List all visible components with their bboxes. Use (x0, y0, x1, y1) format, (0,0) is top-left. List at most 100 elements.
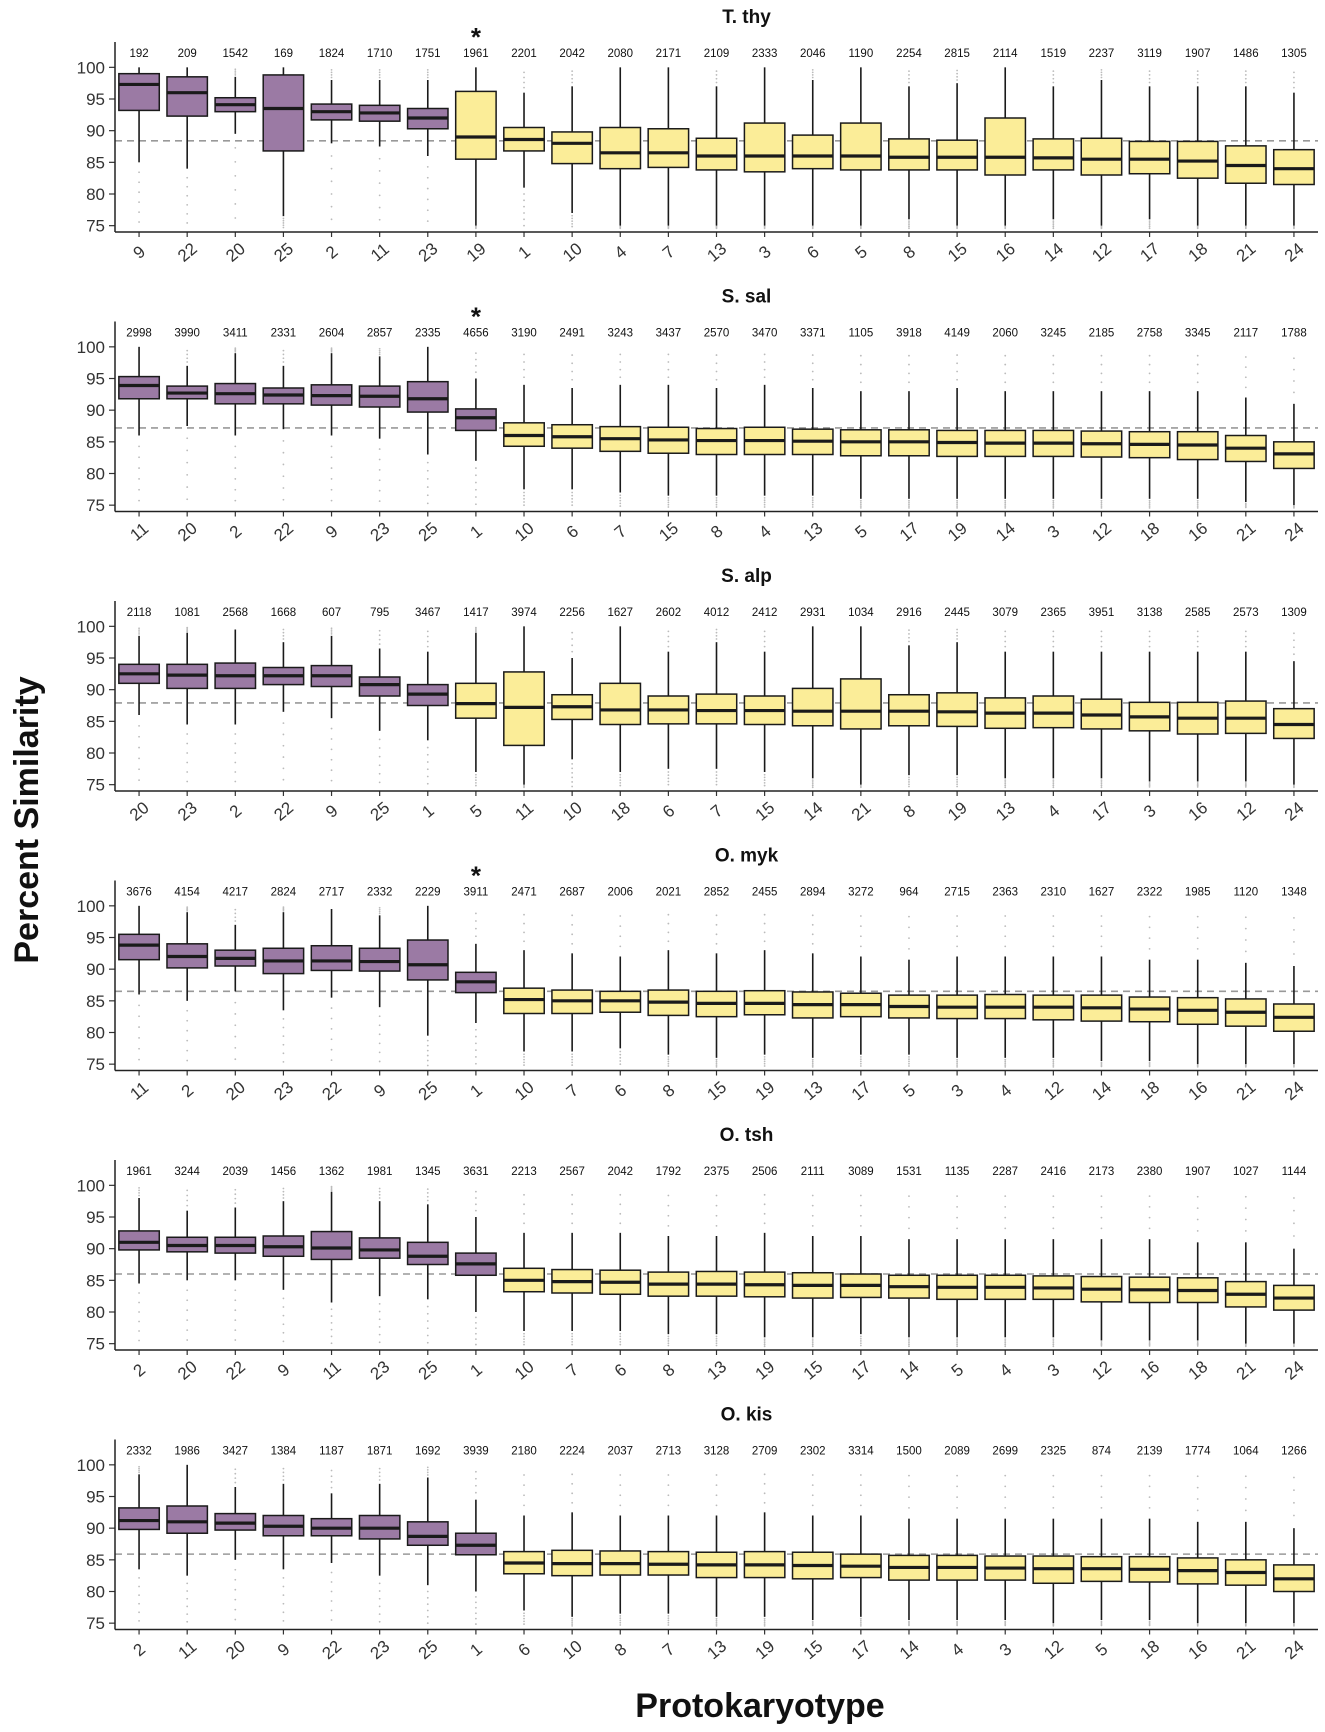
count-label: 2815 (944, 48, 970, 60)
outlier-point (475, 488, 477, 491)
outlier-point (1244, 366, 1247, 368)
outlier-point (1196, 81, 1199, 84)
outlier-point (138, 1047, 140, 1050)
outlier-point (1052, 1474, 1055, 1477)
outlier-point (330, 1185, 333, 1188)
count-label: 1190 (848, 48, 873, 60)
outlier-point (378, 349, 381, 352)
outlier-point (282, 1197, 285, 1199)
outlier-point (330, 1188, 333, 1191)
outlier-point (330, 1481, 333, 1483)
outlier-point (1196, 372, 1199, 375)
outlier-point (523, 1474, 525, 1476)
outlier-point (330, 631, 333, 633)
outlier-point (523, 1053, 525, 1056)
outlier-point (282, 1475, 285, 1478)
outlier-point (282, 1190, 285, 1193)
outlier-point (378, 747, 381, 749)
outlier-point (1148, 1064, 1151, 1066)
outlier-point (234, 1568, 237, 1571)
outlier-point (378, 738, 381, 741)
panel-title: T. thy (722, 7, 771, 28)
outlier-point (956, 778, 958, 781)
outlier-point (956, 75, 958, 78)
y-tick-label: 100 (77, 1456, 105, 1475)
outlier-point (1052, 1065, 1055, 1068)
outlier-point (523, 1335, 525, 1338)
outlier-point (715, 783, 718, 786)
outlier-point (1100, 781, 1103, 783)
box-body (936, 692, 979, 728)
outlier-point (234, 1618, 237, 1621)
outlier-point (138, 1330, 140, 1332)
count-label: 795 (370, 607, 389, 619)
outlier-point (1148, 786, 1151, 788)
outlier-point (956, 1345, 958, 1348)
outlier-point (1244, 630, 1247, 633)
outlier-point (1004, 372, 1007, 375)
outlier-point (811, 942, 814, 945)
outlier-point (378, 1187, 381, 1190)
outlier-point (908, 81, 910, 84)
outlier-point (715, 780, 718, 783)
count-label: 2021 (656, 887, 682, 899)
outlier-point (282, 224, 285, 227)
outlier-point (1004, 1623, 1007, 1625)
outlier-point (282, 1331, 285, 1334)
outlier-point (667, 771, 670, 773)
outlier-point (234, 1013, 237, 1015)
outlier-point (667, 913, 670, 916)
outlier-point (138, 201, 140, 204)
outlier-point (234, 348, 237, 351)
outlier-point (282, 1306, 285, 1308)
outlier-point (1293, 1197, 1295, 1199)
outlier-point (811, 1345, 814, 1348)
outlier-point (282, 908, 285, 911)
y-tick-label: 90 (86, 401, 105, 420)
outlier-point (1196, 781, 1199, 784)
outlier-point (378, 182, 381, 185)
count-label: 1627 (607, 607, 633, 619)
outlier-point (234, 1468, 237, 1471)
outlier-point (619, 505, 622, 507)
outlier-point (1148, 225, 1151, 228)
outlier-point (426, 635, 429, 638)
outlier-point (715, 1344, 718, 1347)
outlier-point (811, 354, 814, 356)
outlier-point (138, 1339, 140, 1342)
box-body (1080, 137, 1123, 176)
outlier-point (1148, 503, 1151, 506)
outlier-point (1100, 227, 1103, 230)
outlier-point (571, 1061, 574, 1064)
outlier-point (282, 1602, 285, 1605)
outlier-point (1148, 70, 1151, 73)
outlier-point (908, 1056, 910, 1058)
outlier-point (715, 1504, 718, 1507)
outlier-point (330, 205, 333, 208)
outlier-point (234, 1193, 237, 1196)
outlier-point (186, 1309, 189, 1312)
outlier-point (715, 1494, 718, 1497)
outlier-point (475, 912, 477, 915)
outlier-point (426, 761, 429, 763)
count-label: 1531 (896, 1166, 922, 1178)
outlier-point (859, 372, 862, 375)
outlier-point (859, 1623, 862, 1625)
outlier-point (571, 1338, 574, 1341)
outlier-point (523, 1617, 525, 1620)
outlier-point (811, 1484, 814, 1486)
box-body (888, 138, 930, 171)
outlier-point (330, 351, 333, 353)
count-label: 1751 (415, 48, 441, 60)
outlier-point (1100, 945, 1103, 948)
outlier-point (523, 1338, 525, 1341)
outlier-point (908, 1062, 910, 1065)
outlier-point (811, 1214, 814, 1217)
outlier-point (330, 68, 333, 71)
outlier-point (330, 627, 333, 630)
outlier-point (1052, 1338, 1055, 1341)
outlier-point (475, 227, 477, 230)
outlier-point (186, 1189, 189, 1192)
